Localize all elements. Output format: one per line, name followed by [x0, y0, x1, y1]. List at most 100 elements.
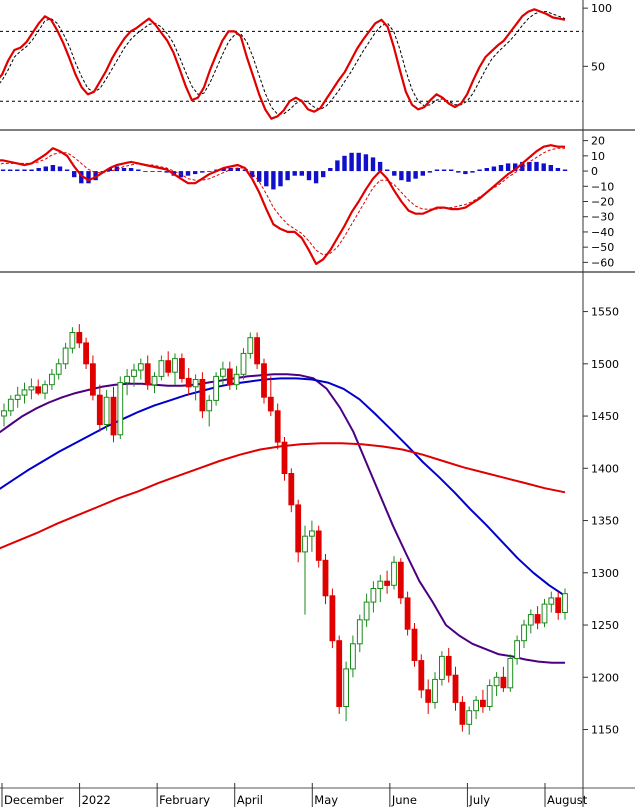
candle-body: [131, 369, 137, 377]
candle-body: [315, 530, 322, 561]
macd-histogram-bar: [299, 171, 304, 176]
macd-histogram-bar: [463, 171, 468, 175]
macd-line: [0, 144, 565, 265]
macd-histogram-bar: [0, 169, 6, 171]
candle-body: [124, 375, 130, 384]
candle-body: [69, 332, 76, 349]
y-tick-label: 50: [591, 60, 605, 73]
moving-average-line: [0, 377, 566, 597]
macd-histogram-bar: [107, 168, 112, 171]
candle-body: [151, 375, 158, 386]
y-tick-label: 1400: [591, 462, 619, 475]
candle-body: [274, 410, 281, 443]
x-axis: December 2022 February April May June July Augu…: [1, 783, 588, 807]
macd-histogram-bar: [57, 166, 63, 172]
candle-body: [267, 396, 274, 412]
candle-body: [302, 535, 308, 553]
x-tick-label: 2022: [82, 793, 111, 807]
macd-histogram-bar: [50, 165, 56, 172]
candle-body: [28, 386, 35, 391]
macd-histogram-bar: [257, 171, 262, 182]
candle-body: [185, 377, 192, 388]
candle-body: [445, 655, 452, 676]
candle-body: [391, 561, 397, 586]
candle-body: [329, 595, 336, 642]
macd-histogram-bar: [150, 171, 155, 172]
y-tick-label: 0: [591, 165, 598, 178]
macd-histogram-bar: [377, 161, 383, 171]
candle-body: [466, 710, 473, 725]
macd-histogram-bar: [221, 168, 226, 171]
x-tick-label: May: [314, 793, 338, 807]
candle-body: [363, 601, 370, 621]
candle-body: [55, 363, 62, 375]
macd-signal-line: [0, 147, 565, 256]
candle-body: [220, 368, 226, 377]
candle-body: [309, 530, 315, 537]
stochastic-panel: 100 50: [0, 2, 612, 120]
candle-body: [541, 603, 548, 624]
macd-histogram-bar: [43, 166, 48, 172]
candle-body: [103, 396, 110, 425]
stochastic-main-line: [0, 8, 566, 120]
candle-body: [527, 614, 534, 626]
candle-body: [411, 628, 418, 662]
candle-body: [439, 655, 445, 680]
macd-histogram-bar: [278, 171, 283, 187]
candle-body: [226, 368, 233, 386]
candle-body: [261, 363, 267, 398]
candle-body: [356, 619, 363, 645]
macd-histogram-bar: [434, 169, 440, 171]
macd-histogram-bar: [555, 168, 561, 171]
x-tick-label: April: [237, 793, 263, 807]
macd-histogram-bar: [136, 169, 141, 171]
macd-histogram-bar: [562, 169, 568, 171]
candle-body: [425, 689, 432, 703]
y-tick-label: −30: [591, 211, 614, 224]
candle-body: [206, 399, 213, 412]
candle-body: [281, 441, 288, 475]
candle-body: [165, 360, 172, 373]
macd-histogram-bar: [484, 168, 489, 171]
macd-histogram-bar: [306, 171, 312, 181]
y-tick-label: −20: [591, 196, 614, 209]
candle-body: [21, 389, 28, 396]
macd-histogram-bar: [392, 171, 397, 176]
candle-body: [42, 384, 48, 394]
candle-body: [452, 674, 459, 703]
candle-body: [521, 624, 527, 642]
candle-body: [117, 382, 124, 436]
macd-histogram-bar: [342, 155, 347, 171]
candle-body: [459, 701, 466, 725]
candle-body: [7, 398, 14, 412]
macd-histogram-bar: [548, 165, 553, 172]
candle-body: [548, 597, 555, 605]
macd-histogram-bar: [534, 161, 539, 171]
y-tick-label: 1450: [591, 410, 619, 423]
candle-body: [179, 358, 185, 380]
candle-body: [418, 660, 425, 691]
candle-body: [555, 597, 562, 614]
candle-body: [397, 561, 404, 599]
candle-body: [343, 668, 350, 708]
y-tick-label: 1550: [591, 306, 619, 319]
x-tick-label: February: [159, 793, 210, 807]
moving-average-line: [0, 442, 566, 550]
candle-body: [90, 363, 96, 396]
candle-body: [96, 394, 103, 426]
candle-body: [432, 678, 438, 703]
x-tick-label: August: [547, 793, 588, 807]
x-tick-label: July: [468, 793, 490, 807]
macd-histogram-bar: [498, 165, 504, 172]
macd-histogram-bar: [22, 169, 27, 171]
candle-body: [473, 699, 480, 712]
macd-histogram-bar: [264, 171, 269, 187]
macd-histogram-bar: [449, 169, 454, 171]
candle-body: [377, 580, 384, 590]
macd-histogram-bar: [520, 161, 525, 171]
macd-histogram-bar: [86, 171, 91, 184]
candle-body: [370, 588, 377, 603]
